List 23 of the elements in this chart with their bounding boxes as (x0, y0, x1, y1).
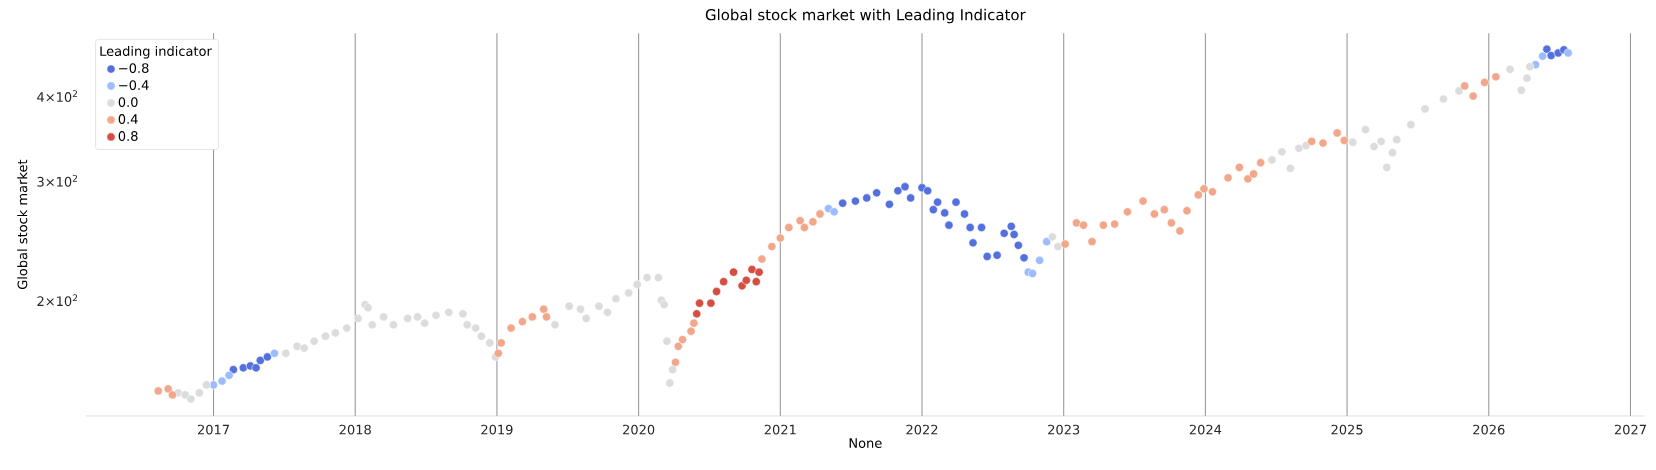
legend-label: 0.4 (118, 114, 138, 124)
x-tick-label: 2021 (764, 424, 796, 435)
x-tick-label: 2018 (339, 424, 371, 435)
legend-label: 0.8 (118, 131, 138, 141)
legend-label: 0.0 (118, 97, 138, 107)
y-tick-label: 3×10$^{2}$ (37, 174, 78, 187)
legend-label: −0.8 (119, 63, 149, 74)
x-tick-label: 2023 (1048, 424, 1080, 435)
x-tick-label: 2026 (1473, 424, 1505, 435)
x-tick-label: 2020 (623, 424, 655, 435)
x-tick-label: 2024 (1189, 424, 1222, 435)
x-tick-label: 2017 (197, 424, 229, 435)
x-axis-title: None (849, 438, 882, 448)
legend-title: Leading indicator (100, 45, 212, 59)
y-tick-label: 4×10$^{2}$ (37, 90, 78, 102)
x-tick-label: 2027 (1614, 424, 1646, 435)
x-tick-label: 2019 (481, 424, 513, 435)
y-tick-label: 2×10$^{2}$ (37, 294, 78, 307)
x-tick-label: 2022 (906, 424, 938, 435)
chart-title: Global stock market with Leading Indicator (705, 8, 1026, 24)
y-axis-title: Global stock market (17, 159, 28, 290)
x-tick-label: 2025 (1331, 424, 1363, 435)
legend-label: −0.4 (119, 80, 149, 91)
